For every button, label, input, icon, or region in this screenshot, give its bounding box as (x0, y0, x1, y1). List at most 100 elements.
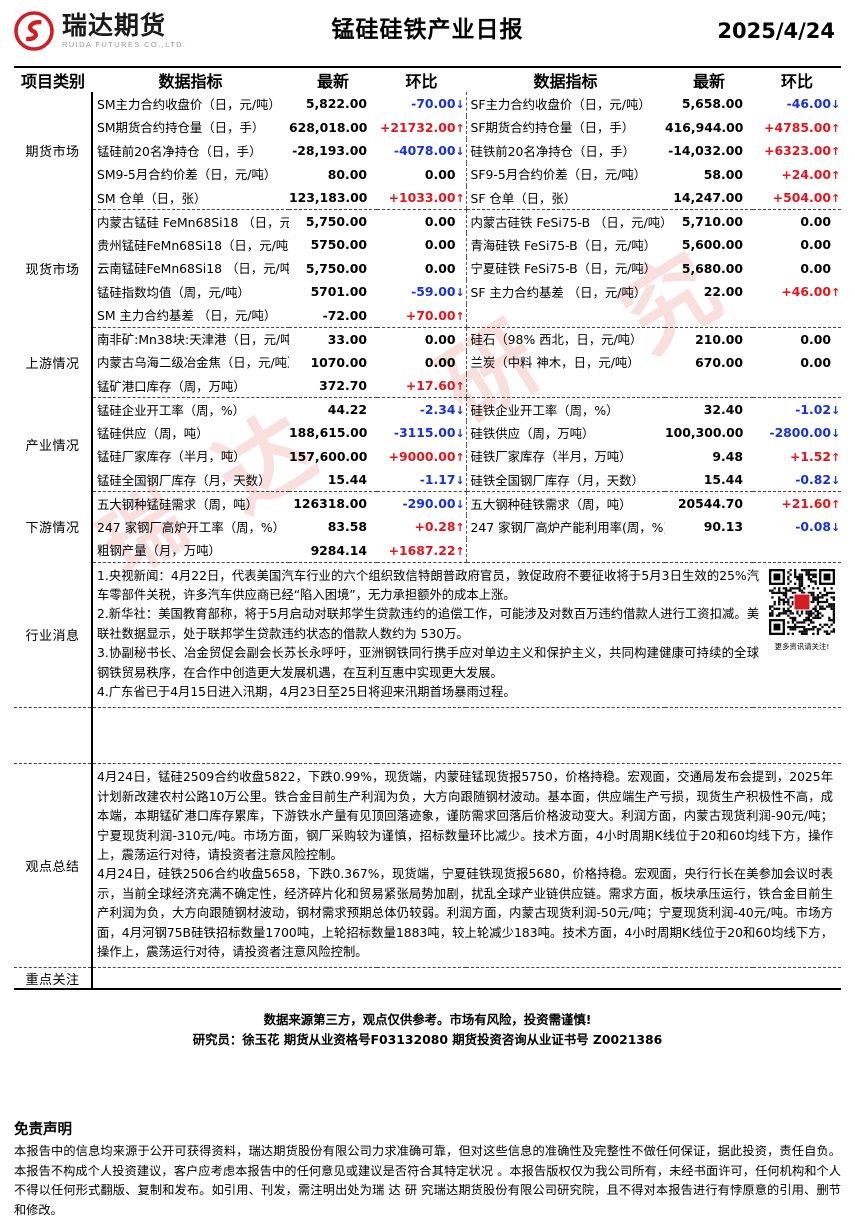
change-value-left: -290.00↓ (402, 496, 465, 511)
indicator-name-right: 宁夏硅铁 FeSi75-B（日，元/吨） (465, 256, 665, 280)
indicator-name-right: SF 主力合约基差 （日，元/吨） (465, 280, 665, 304)
latest-value-right: 9.48 (712, 448, 743, 464)
arrow-up-icon: ↑ (455, 544, 465, 558)
latest-value-right: 14,247.00 (665, 186, 753, 210)
indicator-name-left: 锰矿港口库存（周，万吨） (92, 374, 289, 398)
table-row: 锰硅指数均值（周，元/吨） 5701.00 -59.00↓ SF 主力合约基差 （日，… (14, 280, 841, 304)
header-indicator-left: 数据指标 (158, 74, 223, 91)
latest-value-left: 5750.00 (310, 237, 367, 253)
change-value-right: 0.00 (800, 354, 831, 370)
latest-value-left: 123,183.00 (289, 186, 377, 210)
category-label: 现货市场 (14, 209, 93, 327)
indicator-name-right: SF 仓单（日，张） (465, 186, 665, 210)
change-value-left: -59.00↓ (411, 284, 465, 300)
change-value-left: 0.00 (424, 166, 456, 182)
latest-value-left: 15.44 (289, 468, 377, 492)
opinion-block: 4月24日，锰硅2509合约收盘5822，下跌0.99%，现货端，内蒙硅锰现货报… (92, 763, 841, 969)
arrow-down-icon: ↓ (455, 427, 465, 441)
change-value-right: 0.00 (800, 260, 831, 276)
category-label: 下游情况 (14, 491, 93, 562)
change-value-left: -2.34↓ (419, 402, 465, 417)
indicator-name-right: SF主力合约收盘价（日，元/吨） (465, 92, 665, 116)
arrow-up-icon: ↑ (455, 521, 465, 535)
latest-value-right (665, 374, 753, 398)
change-value-right: +1.52↑ (790, 448, 841, 464)
change-value-left: -4078.00↓ (393, 143, 465, 159)
latest-value-right: 5,658.00 (681, 96, 743, 112)
arrow-down-icon: ↓ (455, 474, 465, 487)
latest-value-left: 5,750.00 (305, 260, 367, 276)
indicator-name-right: 247 家钢厂高炉产能利用率(周，%) (465, 515, 665, 539)
change-value-left: +21732.00↑ (380, 119, 465, 135)
arrow-down-icon: ↓ (831, 404, 841, 417)
opinion-row: 观点总结 4月24日，锰硅2509合约收盘5822，下跌0.99%，现货端，内蒙硅… (14, 763, 841, 969)
indicator-name-right: SF9-5月合约价差（日，元/吨） (465, 162, 665, 186)
table-row: 247 家钢厂高炉开工率（周，%） 83.58 +0.28↑ 247 家钢厂高炉产能利… (14, 515, 841, 539)
brand-name-en: RUIDA FUTURES CO.,LTD. (62, 40, 187, 50)
latest-value-right: 90.13 (703, 519, 743, 535)
latest-value-left: 126318.00 (293, 496, 367, 511)
indicator-name-left: 南非矿:Mn38块:天津港（日，元/吨度） (97, 332, 289, 347)
category-label: 产业情况 (14, 397, 93, 492)
news-item: 2.新华社：美国教育部称，将于5月启动对联邦学生贷款违约的追偿工作，可能涉及对数… (97, 607, 759, 641)
arrow-up-icon: ↑ (455, 450, 465, 464)
latest-value-right: 670.00 (695, 354, 743, 370)
change-value-right: 0.00 (800, 237, 831, 253)
category-label-focus: 重点关注 (14, 967, 93, 988)
change-value-left: +17.60↑ (377, 374, 466, 398)
qr-caption: 更多资讯请关注! (774, 641, 830, 651)
change-value-left: +70.00↑ (377, 303, 466, 328)
arrow-up-icon: ↑ (455, 309, 465, 323)
change-value-right: -2800.00↓ (769, 425, 841, 441)
news-spacer-row (14, 707, 841, 765)
indicator-name-right: 硅铁前20名净持仓（日，手） (465, 139, 665, 163)
table-row: 锰硅厂家库存（半月，吨） 157,600.00 +9000.00↑ 硅铁厂家库存（半月… (14, 444, 841, 468)
indicator-name-left: 内蒙古锰硅 FeMn68Si18 （日，元/吨） (97, 214, 289, 230)
header-indicator-right: 数据指标 (533, 74, 598, 91)
indicator-name-right (465, 374, 665, 398)
change-value-right: -1.02↓ (795, 402, 841, 417)
indicator-name-right: 硅铁全国钢厂库存（月，天数） (465, 468, 665, 492)
change-value-right: 0.00 (800, 214, 831, 229)
table-row: 锰矿港口库存（周，万吨） 372.70 +17.60↑ (14, 374, 841, 398)
change-value-right: -46.00↓ (786, 96, 841, 112)
table-row: 锰硅全国钢厂库存（月，天数） 15.44 -1.17↓ 硅铁全国钢厂库存（月，天数） 1… (14, 468, 841, 492)
indicator-name-left: 贵州锰硅FeMn68Si18（日，元/吨） (97, 237, 289, 253)
header-category: 项目类别 (20, 74, 85, 91)
indicator-name-left: 锰硅厂家库存（半月，吨） (97, 449, 246, 465)
focus-content (92, 968, 841, 988)
table-row: SM期货合约持仓量（日，手） 628,018.00 +21732.00↑ SF期货合约… (14, 115, 841, 139)
arrow-down-icon: ↓ (455, 98, 465, 112)
indicator-name-right: SF期货合约持仓量（日，手） (465, 115, 665, 139)
table-bottom-rule (14, 987, 841, 990)
news-item: 4.广东省已于4月15日进入汛期，4月23日至25日将迎来汛期首场暴雨过程。 (97, 684, 516, 699)
qr-code-icon[interactable] (769, 568, 835, 635)
indicator-name-right: 硅铁企业开工率（周，%） (465, 397, 665, 421)
indicator-name-left: SM期货合约持仓量（日，手） (97, 120, 265, 136)
arrow-up-icon: ↑ (455, 121, 465, 135)
change-value-right: +4785.00↑ (764, 119, 841, 135)
table-row: 期货市场 SM主力合约收盘价（日，元/吨） 5,822.00 -70.00↓ SF主力合… (14, 92, 841, 210)
indicator-name-left: 五大钢种锰硅需求（周，吨） (97, 496, 259, 512)
arrow-down-icon: ↓ (831, 474, 841, 487)
indicator-name-left: 锰硅企业开工率（周，%） (97, 402, 246, 418)
latest-value-left: 9284.14 (289, 538, 377, 563)
change-value-right: +504.00↑ (753, 186, 841, 210)
header-change-left: 环比 (405, 74, 438, 91)
spacer-cell (92, 707, 841, 765)
opinion-paragraph: 4月24日，硅铁2506合约收盘5658，下跌0.367%，现货端，宁夏硅铁现货… (97, 867, 833, 959)
latest-value-left: 157,600.00 (289, 448, 368, 464)
focus-row: 重点关注 (14, 967, 841, 988)
latest-value-left: -72.00 (289, 303, 377, 328)
indicator-name-right (465, 538, 665, 563)
arrow-up-icon: ↑ (455, 192, 465, 205)
latest-value-right: 5,680.00 (681, 260, 743, 276)
change-value-left: 0.00 (424, 331, 456, 347)
change-value-right (753, 538, 841, 563)
table-row: SM 仓单（日，张） 123,183.00 +1033.00↑ SF 仓单（日，张） 1… (14, 186, 841, 210)
table-row: 锰硅前20名净持仓（日，手） -28,193.00 -4078.00↓ 硅铁前20名净… (14, 139, 841, 163)
category-label-opinion: 观点总结 (14, 763, 93, 969)
arrow-up-icon: ↑ (831, 286, 841, 300)
